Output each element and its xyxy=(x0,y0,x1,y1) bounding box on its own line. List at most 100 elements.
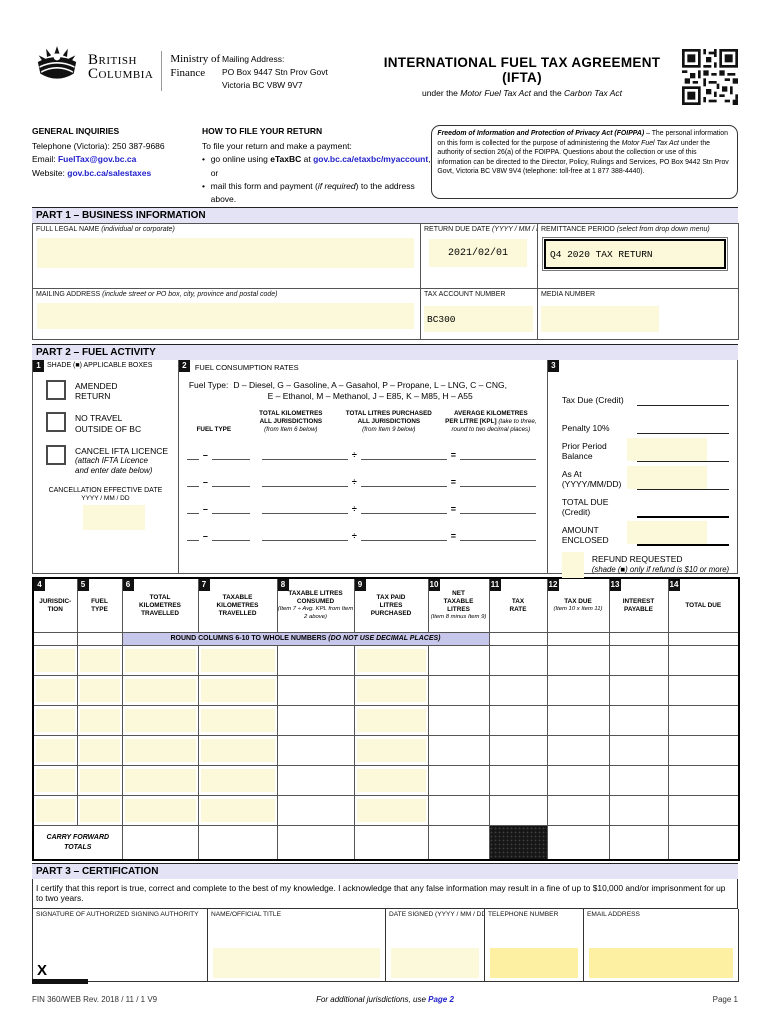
part3-header: PART 3 – CERTIFICATION xyxy=(32,863,738,879)
tax-due-cell xyxy=(546,705,610,736)
legal-name-input[interactable] xyxy=(37,238,414,268)
part2-header: PART 2 – FUEL ACTIVITY xyxy=(32,344,738,360)
col-tax-paid-litres: 9 TAX PAID LITRES PURCHASED xyxy=(353,577,429,633)
tax-paid-litres-input[interactable] xyxy=(353,705,429,736)
page2-link[interactable]: Page 2 xyxy=(428,995,454,1004)
name-title-input[interactable] xyxy=(213,948,380,978)
telephone-line: Telephone (Victoria): 250 387-9686 xyxy=(32,141,165,152)
net-taxable-cell xyxy=(427,675,490,706)
no-travel-checkbox[interactable] xyxy=(46,412,66,433)
email-input[interactable] xyxy=(589,948,733,978)
taxable-km-input[interactable] xyxy=(197,705,278,736)
fuel-code-blank xyxy=(186,513,199,515)
website-link[interactable]: gov.bc.ca/salestaxes xyxy=(67,167,152,178)
info-row: GENERAL INQUIRIES Telephone (Victoria): … xyxy=(32,125,739,207)
website-line: Website: gov.bc.ca/salestaxes xyxy=(32,167,152,178)
tax-rate-cell xyxy=(488,645,548,676)
taxable-km-input[interactable] xyxy=(197,765,278,796)
total-km-input[interactable] xyxy=(121,765,199,796)
fuel-rate-row: – ÷ = xyxy=(186,487,547,515)
col-fuel-type: 5 FUEL TYPE xyxy=(76,577,123,633)
col-net-taxable-litres: 10 NET TAXABLE LITRES (Item 8 minus Item 9) xyxy=(427,577,490,633)
telephone-cell: TELEPHONE NUMBER xyxy=(484,909,584,982)
fuel-code-blank2 xyxy=(211,513,250,515)
total-litres-blank xyxy=(360,459,447,461)
taxable-litres-cell xyxy=(276,645,355,676)
fuel-type-input[interactable] xyxy=(76,675,123,706)
total-due-cell xyxy=(667,735,740,766)
no-travel-label: NO TRAVEL OUTSIDE OF BC xyxy=(75,413,142,434)
signature-label: SIGNATURE OF AUTHORIZED SIGNING AUTHORIT… xyxy=(36,911,199,918)
amount-enclosed-input[interactable] xyxy=(627,521,707,544)
tax-account-cell: TAX ACCOUNT NUMBER BC300 xyxy=(420,288,538,340)
fuel-code-blank2 xyxy=(211,459,250,461)
total-litres-column-header: TOTAL LITRES PURCHASED ALL JURISDICTIONS(… xyxy=(345,409,432,433)
mailing-address-cell: MAILING ADDRESS (include street or PO bo… xyxy=(32,288,421,340)
table-row xyxy=(32,645,740,676)
total-km-input[interactable] xyxy=(121,675,199,706)
total-km-input[interactable] xyxy=(121,795,199,826)
fuel-type-input[interactable] xyxy=(76,705,123,736)
fuel-rate-row: – ÷ = xyxy=(186,433,547,461)
carry-interest-cell xyxy=(608,825,669,861)
email-link[interactable]: FuelTax@gov.bc.ca xyxy=(57,154,137,165)
fuel-type-input[interactable] xyxy=(76,645,123,676)
fuel-type-input[interactable] xyxy=(76,765,123,796)
jurisdiction-input[interactable] xyxy=(32,735,78,766)
signature-input[interactable] xyxy=(51,955,203,981)
col-taxable-km: 7 TAXABLE KILOMETRES TRAVELLED xyxy=(197,577,278,633)
total-due-cell xyxy=(667,765,740,796)
fuel-type-input[interactable] xyxy=(76,735,123,766)
prior-balance-input[interactable] xyxy=(627,438,707,461)
remittance-period-dropdown[interactable]: Q4 2020 TAX RETURN xyxy=(542,237,728,271)
remittance-cell: REMITTANCE PERIOD (select from drop down… xyxy=(537,223,739,289)
taxable-km-input[interactable] xyxy=(197,735,278,766)
media-number-input[interactable] xyxy=(541,306,659,332)
taxable-km-input[interactable] xyxy=(197,795,278,826)
refund-requested-checkbox[interactable] xyxy=(561,552,584,578)
cancel-licence-checkbox[interactable] xyxy=(46,444,66,465)
tax-paid-litres-input[interactable] xyxy=(353,735,429,766)
general-inquiries-title: GENERAL INQUIRIES xyxy=(32,126,120,136)
date-signed-input[interactable] xyxy=(391,948,479,978)
tax-summary-section: 3 Tax Due (Credit) Penalty 10% Prior Per… xyxy=(547,360,737,578)
tax-paid-litres-input[interactable] xyxy=(353,675,429,706)
jurisdiction-input[interactable] xyxy=(32,765,78,796)
prior-balance-line xyxy=(627,435,729,462)
fuel-type-column-header: FUEL TYPE xyxy=(196,425,232,433)
fuel-type-input[interactable] xyxy=(76,795,123,826)
total-due-cell xyxy=(667,795,740,826)
as-at-input[interactable] xyxy=(627,466,707,489)
taxable-km-input[interactable] xyxy=(197,675,278,706)
jurisdiction-input[interactable] xyxy=(32,675,78,706)
telephone-input[interactable] xyxy=(490,948,578,978)
etaxbc-link[interactable]: gov.bc.ca/etaxbc/myaccount xyxy=(313,154,429,165)
total-km-column-header: TOTAL KILOMETRES ALL JURISDICTIONS (from I… xyxy=(259,409,323,433)
email-cell: EMAIL ADDRESS xyxy=(583,909,739,982)
taxable-km-input[interactable] xyxy=(197,645,278,676)
total-km-input[interactable] xyxy=(121,705,199,736)
tax-paid-litres-input[interactable] xyxy=(353,645,429,676)
carry-total-due-cell xyxy=(667,825,740,861)
tax-paid-litres-input[interactable] xyxy=(353,765,429,796)
amended-return-checkbox[interactable] xyxy=(46,380,66,400)
tax-due-cell xyxy=(546,765,610,796)
taxable-litres-cell xyxy=(276,705,355,736)
tax-paid-litres-input[interactable] xyxy=(353,795,429,826)
tax-account-label: TAX ACCOUNT NUMBER xyxy=(424,291,506,298)
item1-badge: 1 xyxy=(33,360,44,372)
jurisdiction-input[interactable] xyxy=(32,645,78,676)
interest-cell xyxy=(608,795,669,826)
jurisdiction-input[interactable] xyxy=(32,705,78,736)
tax-rate-cell xyxy=(488,735,548,766)
refund-requested-label: REFUND REQUESTED (shade (■) only if refu… xyxy=(591,554,730,575)
total-km-input[interactable] xyxy=(121,645,199,676)
avg-kpl-column-header: AVERAGE KILOMETRES PER LITRE [KPL] (take … xyxy=(445,409,537,433)
total-km-input[interactable] xyxy=(121,735,199,766)
carry-tax-due-cell xyxy=(546,825,610,861)
cancellation-date-input[interactable] xyxy=(83,504,145,530)
part1-table: FULL LEGAL NAME (individual or corporate… xyxy=(32,223,739,340)
jurisdiction-input[interactable] xyxy=(32,795,78,826)
mailing-address-input[interactable] xyxy=(37,303,414,329)
interest-cell xyxy=(608,765,669,796)
